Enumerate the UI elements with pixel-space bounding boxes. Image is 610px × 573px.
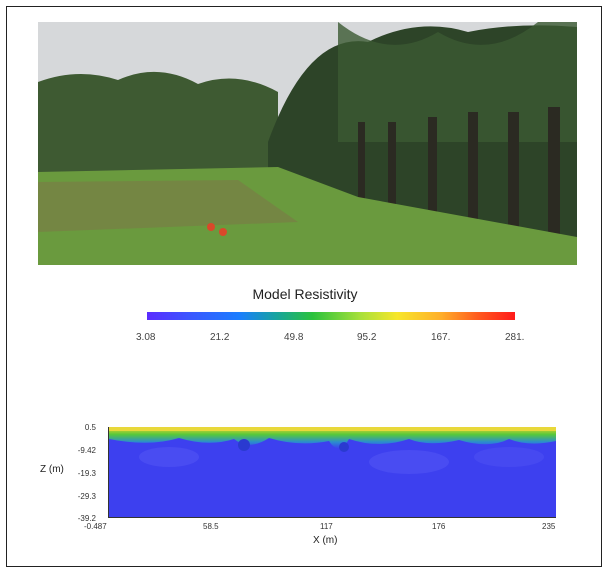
z-tick-4: -29.3 [77,492,96,501]
colorbar-tick-3: 49.8 [284,332,304,343]
colorbar-title: Model Resistivity [252,286,358,302]
colorbar-tick-2: 21.2 [210,332,230,343]
z-axis-label: Z (m) [40,464,64,475]
x-tick-1: -0.487 [84,522,107,531]
colorbar-tick-4: 95.2 [357,332,377,343]
colorbar-tick-6: 281. [505,332,525,343]
z-tick-2: -9.42 [77,446,96,455]
x-tick-4: 176 [432,522,446,531]
resistivity-section-graphic [109,427,556,517]
colorbar-tick-1: 3.08 [136,332,156,343]
z-tick-5: -39.2 [77,514,96,523]
x-tick-5: 235 [542,522,556,531]
x-axis-label: X (m) [313,535,338,546]
resistivity-section [108,427,556,518]
z-tick-3: -19.3 [77,469,96,478]
colorbar-tick-5: 167. [431,332,451,343]
x-tick-3: 117 [320,522,333,531]
plantation-photo-graphic [38,22,577,265]
field-photo [38,22,577,265]
x-tick-2: 58.5 [203,522,219,531]
z-tick-1: 0.5 [84,423,96,432]
colorbar-gradient [147,312,515,320]
